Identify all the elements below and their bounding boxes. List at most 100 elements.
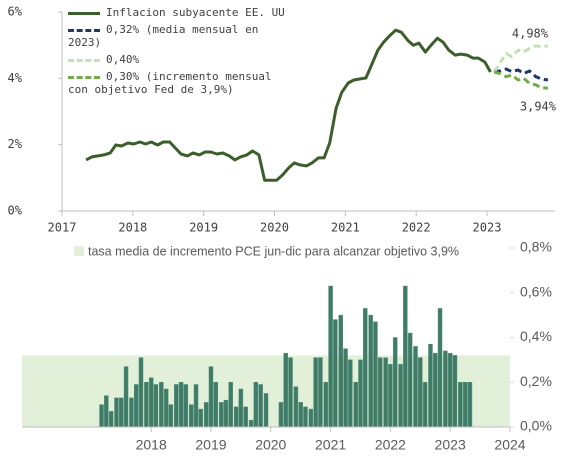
bar xyxy=(323,382,329,428)
series-line xyxy=(492,44,549,73)
y-tick-label: 0,2% xyxy=(520,373,552,389)
bar xyxy=(437,308,443,428)
bar xyxy=(138,357,144,428)
bar xyxy=(258,384,263,428)
bar xyxy=(193,384,199,428)
bar xyxy=(348,359,353,428)
bar xyxy=(338,314,343,428)
bar xyxy=(208,366,214,428)
bar xyxy=(148,377,154,428)
series-line xyxy=(85,28,492,182)
bar xyxy=(458,382,463,428)
bar xyxy=(133,384,139,428)
x-tick-label: 2024 xyxy=(494,437,525,453)
bar xyxy=(328,285,333,428)
bar xyxy=(403,285,408,428)
bar xyxy=(174,384,179,428)
bar xyxy=(353,382,358,428)
annotation: 3,94% xyxy=(520,100,557,114)
x-tick-label: 2022 xyxy=(375,437,406,453)
bar xyxy=(298,402,303,428)
y-tick-label: 6% xyxy=(8,5,23,19)
legend-swatch xyxy=(68,58,100,62)
series-line xyxy=(493,67,549,82)
bar xyxy=(373,321,378,428)
legend-swatch xyxy=(68,75,100,79)
bar xyxy=(407,332,413,428)
x-tick-label: 2020 xyxy=(255,437,286,453)
x-tick-label: 2017 xyxy=(48,221,77,235)
bar xyxy=(108,411,114,428)
bar xyxy=(313,357,318,428)
bar xyxy=(238,388,244,428)
x-tick-label: 2021 xyxy=(315,437,346,453)
bar xyxy=(443,350,448,428)
x-tick-label: 2018 xyxy=(136,437,167,453)
bar xyxy=(218,402,224,428)
bar xyxy=(377,357,383,428)
band-swatch xyxy=(74,246,84,256)
legend: Inflacion subyacente EE. UU 0,32% (media … xyxy=(68,6,293,100)
bar xyxy=(189,404,194,428)
bar xyxy=(368,314,373,428)
y-tick-label: 0% xyxy=(8,204,23,218)
bar xyxy=(253,382,259,428)
bar xyxy=(178,382,184,428)
bar xyxy=(467,382,473,428)
bar xyxy=(363,308,368,428)
x-tick-label: 2019 xyxy=(189,221,218,235)
legend-item: 0,40% xyxy=(68,53,293,66)
bar xyxy=(462,382,468,428)
legend-label: Inflacion subyacente EE. UU xyxy=(106,6,285,19)
bar xyxy=(223,399,229,428)
bar xyxy=(413,346,418,428)
legend-item: 0,32% (media mensual en 2023) xyxy=(68,23,293,49)
bar xyxy=(433,352,438,428)
y-tick-label: 0,0% xyxy=(520,418,552,434)
bar xyxy=(333,319,338,428)
bar xyxy=(392,337,398,428)
y-tick-label: 0,8% xyxy=(520,239,552,255)
bar xyxy=(452,355,458,428)
legend-item: 0,30% (incremento mensual con objetivo F… xyxy=(68,70,293,96)
y-tick-label: 0,4% xyxy=(520,328,552,344)
bar xyxy=(398,364,403,428)
x-tick-label: 2021 xyxy=(331,221,360,235)
bar xyxy=(418,357,423,428)
bar xyxy=(233,406,239,428)
x-tick-label: 2019 xyxy=(195,437,226,453)
bar xyxy=(303,406,308,428)
bar xyxy=(213,382,219,428)
bar xyxy=(428,343,433,428)
legend-swatch xyxy=(68,11,100,15)
y-tick-label: 4% xyxy=(8,71,23,85)
bar xyxy=(114,397,119,428)
bar xyxy=(168,404,174,428)
bar xyxy=(383,357,388,428)
bar xyxy=(318,357,323,428)
x-tick-label: 2018 xyxy=(118,221,147,235)
bar xyxy=(343,348,348,428)
series-line xyxy=(493,70,549,90)
bar xyxy=(198,408,204,428)
bar xyxy=(228,382,233,428)
bar xyxy=(248,420,254,428)
bar xyxy=(422,382,428,428)
bar xyxy=(278,402,284,428)
legend-swatch xyxy=(68,28,100,32)
y-tick-label: 2% xyxy=(8,137,23,151)
x-tick-label: 2020 xyxy=(260,221,289,235)
bar xyxy=(159,382,164,428)
legend-label: 0,32% (media mensual en 2023) xyxy=(68,23,259,49)
annotation: 4,98% xyxy=(512,27,549,41)
bar xyxy=(129,397,134,428)
bar xyxy=(288,357,293,428)
legend-item: Inflacion subyacente EE. UU xyxy=(68,6,293,19)
bar xyxy=(144,382,149,428)
bar xyxy=(388,364,393,428)
bar xyxy=(203,402,209,428)
bar xyxy=(123,366,129,428)
bar xyxy=(243,406,248,428)
bar xyxy=(99,404,104,428)
